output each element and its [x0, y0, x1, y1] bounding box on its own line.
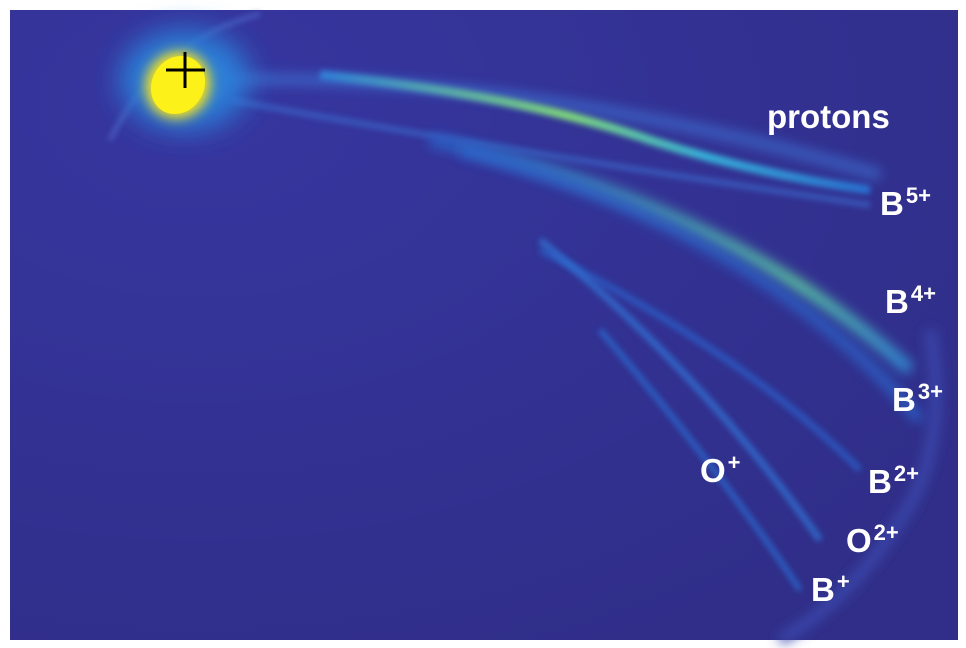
label-superscript: 2+: [874, 520, 899, 545]
label-text: B: [885, 283, 909, 320]
page: protonsB5+B4+B3+O+B2+O2+B+ (() => { cons…: [0, 0, 966, 648]
label-text: O: [700, 452, 726, 489]
label-text: B: [880, 185, 904, 222]
label-superscript: +: [837, 569, 850, 594]
label-text: protons: [767, 98, 890, 135]
zero-point: [120, 30, 250, 130]
label-superscript: +: [728, 450, 741, 475]
label-text: O: [846, 522, 872, 559]
trace-label: protons: [767, 98, 890, 135]
label-superscript: 2+: [894, 461, 919, 486]
label-superscript: 5+: [906, 183, 931, 208]
label-superscript: 3+: [918, 379, 943, 404]
label-text: B: [892, 381, 916, 418]
detector-image: protonsB5+B4+B3+O+B2+O2+B+: [0, 0, 966, 648]
label-text: B: [868, 463, 892, 500]
label-superscript: 4+: [911, 281, 936, 306]
label-text: B: [811, 571, 835, 608]
